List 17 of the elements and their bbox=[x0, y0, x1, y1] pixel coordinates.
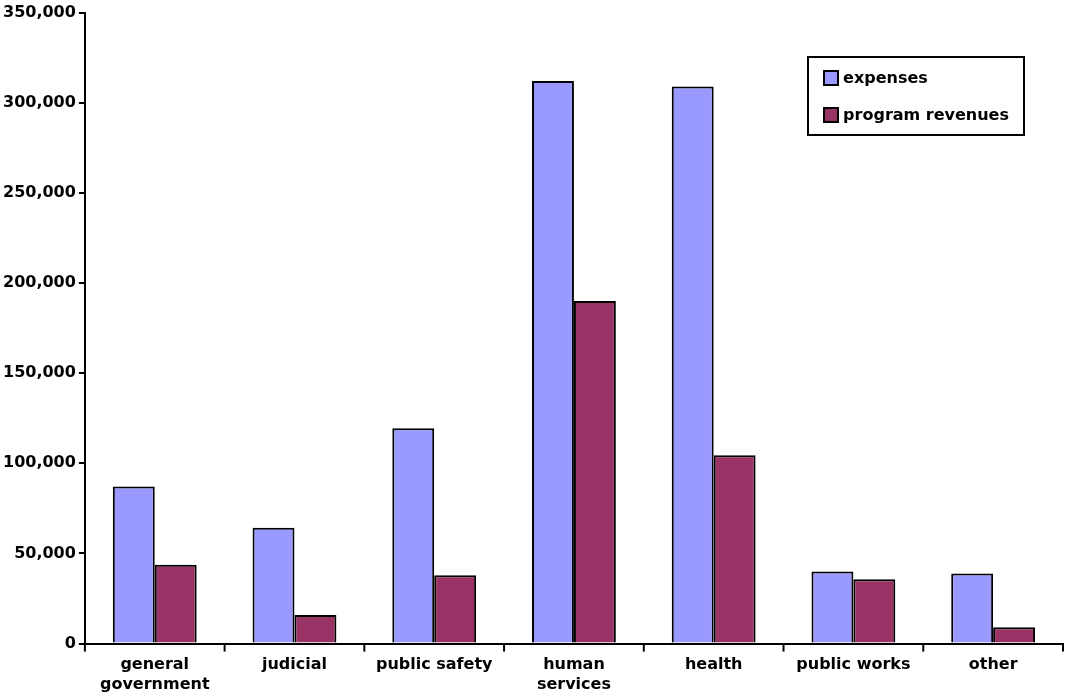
x-tick-label: health bbox=[684, 654, 743, 674]
y-tick-label: 0 bbox=[64, 632, 76, 652]
legend-label: program revenues bbox=[843, 105, 1009, 124]
x-tick-label: public safety bbox=[375, 654, 494, 674]
x-tick-label: other bbox=[968, 654, 1018, 674]
y-tick-label: 150,000 bbox=[3, 362, 76, 382]
x-tick-label: public works bbox=[796, 654, 911, 674]
x-tick-label: human services bbox=[536, 654, 611, 693]
y-tick-label: 250,000 bbox=[3, 182, 76, 202]
y-tick-label: 50,000 bbox=[14, 542, 76, 562]
x-tick-label: judicial bbox=[260, 654, 327, 674]
y-tick-label: 200,000 bbox=[3, 272, 76, 292]
y-tick-label: 100,000 bbox=[3, 452, 76, 472]
y-tick-label: 350,000 bbox=[3, 1, 76, 21]
legend-label: expenses bbox=[843, 68, 928, 87]
y-tick-label: 300,000 bbox=[3, 91, 76, 111]
x-tick-label: general government bbox=[99, 654, 210, 693]
